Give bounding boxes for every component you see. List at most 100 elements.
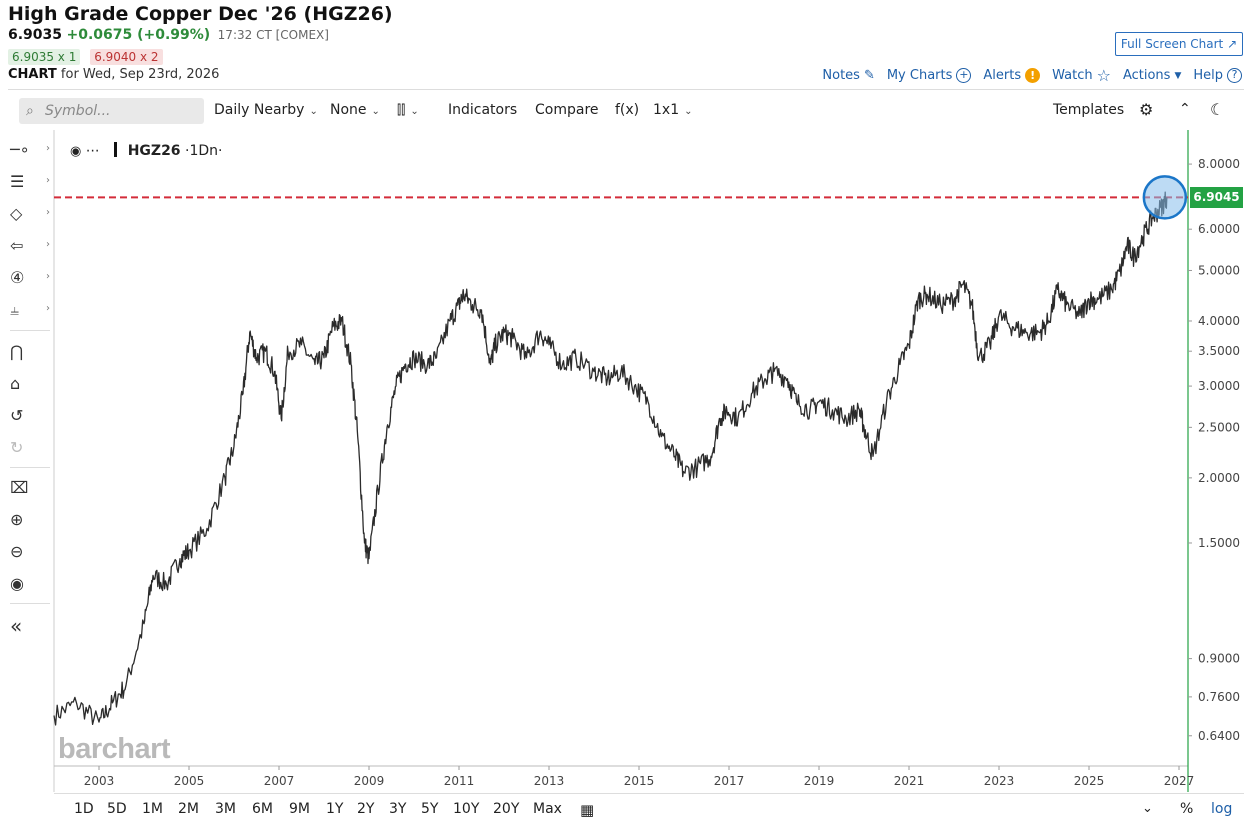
price-change: +0.0675 (+0.99%) [66,27,211,43]
arrow-tool[interactable]: ⇦ › [10,236,50,260]
help-label: Help [1193,68,1223,83]
range-3m[interactable]: 3M [215,801,236,817]
zoom-out-button[interactable]: ⊖ [10,542,46,566]
bid-ask: 6.9035 x 1 6.9040 x 2 [8,49,169,65]
range-10y[interactable]: 10Y [453,801,480,817]
redo-button[interactable]: ↻ [10,438,46,462]
quote-time: 17:32 CT [COMEX] [217,28,329,42]
symbol-search-input[interactable]: ⌕ Symbol... [19,98,204,124]
collapse-up-icon[interactable]: ⌃ [1179,101,1191,117]
alert-icon: ! [1025,68,1041,83]
full-screen-chart-button[interactable]: Full Screen Chart ↗ [1115,32,1243,56]
templates-button[interactable]: Templates [1053,102,1125,118]
x-tick-label: 2019 [804,774,835,788]
y-tick-label: 0.9000 [1198,652,1240,666]
delete-button[interactable]: ⌧ [10,478,46,502]
legend-interval: ·1Dn· [185,143,223,159]
range-1d[interactable]: 1D [74,801,94,817]
layout-dropdown[interactable]: 1x1 ⌄ [653,102,693,118]
fib-list-icon: ☰ [10,172,25,191]
actions-menu[interactable]: Actions ▼ [1123,68,1181,83]
percent-scale-button[interactable]: % [1180,801,1194,817]
visibility-button[interactable]: ◉ [10,574,46,598]
chart-date: for Wed, Sep 23rd, 2026 [60,67,220,82]
overlay-dropdown[interactable]: None ⌄ [330,102,380,118]
star-icon: ☆ [1096,66,1111,85]
chart-date-label: CHART for Wed, Sep 23rd, 2026 [8,67,219,82]
range-max[interactable]: Max [533,801,562,817]
magnet-tool[interactable]: ⋂ [10,342,46,366]
more-dots-icon[interactable]: ⋯ [85,143,100,159]
undo-button[interactable]: ↺ [10,406,46,430]
alerts-link[interactable]: Alerts! [983,68,1041,83]
chevron-right-icon: › [46,207,50,218]
chevron-right-icon: › [46,239,50,250]
my-charts-link[interactable]: My Charts + [887,68,972,83]
range-20y[interactable]: 20Y [493,801,520,817]
price-tag: 6.9045 [1190,187,1243,209]
indicators-button[interactable]: Indicators [448,102,518,118]
trash-icon: ⌧ [10,478,29,497]
plus-icon: + [956,68,972,83]
collapse-sidebar-button[interactable]: « [10,614,46,638]
overlay-label: None [330,102,367,118]
range-9m[interactable]: 9M [289,801,310,817]
compare-button[interactable]: Compare [535,102,599,118]
notes-link[interactable]: Notes ✎ [822,68,874,83]
range-2y[interactable]: 2Y [357,801,375,817]
double-chevron-down-icon[interactable]: ⌄ [1142,801,1153,816]
undo-icon: ↺ [10,406,24,425]
dark-mode-moon-icon[interactable]: ☾ [1210,100,1225,119]
eye-icon[interactable]: ◉ [70,144,82,159]
watch-label: Watch [1052,68,1093,83]
question-icon: ? [1227,68,1242,83]
shape-tool[interactable]: ◇ › [10,204,50,228]
settings-gear-icon[interactable]: ⚙ [1139,100,1154,119]
y-tick-label: 3.0000 [1198,379,1240,393]
help-link[interactable]: Help? [1193,68,1242,83]
measure-tool[interactable]: ⫨ › [10,300,50,324]
range-6m[interactable]: 6M [252,801,273,817]
shape-diamond-icon: ◇ [10,204,23,223]
y-tick-label: 8.0000 [1198,157,1240,171]
y-tick-label: 5.0000 [1198,263,1240,277]
calendar-icon[interactable]: ▦ [580,801,595,819]
search-icon: ⌕ [26,103,34,119]
y-tick-label: 3.5000 [1198,344,1240,358]
lock-tool[interactable]: ⌂ [10,374,46,398]
period-label: Daily Nearby [214,102,305,118]
chart-label: CHART [8,67,57,82]
actions-label: Actions [1122,68,1171,83]
watch-link[interactable]: Watch ☆ [1052,66,1111,85]
x-tick-label: 2009 [354,774,385,788]
range-5y[interactable]: 5Y [421,801,439,817]
chevron-right-icon: › [46,303,50,314]
period-dropdown[interactable]: Daily Nearby ⌄ [214,102,318,118]
line-tool[interactable]: ─∘ › [10,140,50,164]
page-title: High Grade Copper Dec '26 (HGZ26) [8,3,393,25]
x-tick-label: 2023 [984,774,1015,788]
fibonacci-tool[interactable]: ☰ › [10,172,50,196]
chevron-right-icon: › [46,175,50,186]
barchart-watermark: barchart [58,733,171,765]
range-3y[interactable]: 3Y [389,801,407,817]
zoom-in-button[interactable]: ⊕ [10,510,46,534]
x-tick-label: 2007 [264,774,295,788]
fx-button[interactable]: f(x) [615,102,640,118]
y-tick-label: 2.0000 [1198,471,1240,485]
eye-icon: ◉ [10,574,24,593]
x-tick-label: 2015 [624,774,655,788]
tool-divider [10,467,50,468]
chart-type-dropdown[interactable]: ⫿⫿ ⌄ [397,102,419,118]
range-1y[interactable]: 1Y [326,801,344,817]
chart-legend: ◉ ⋯ HGZ26 ·1Dn· [70,142,222,159]
range-1m[interactable]: 1M [142,801,163,817]
zoom-out-icon: ⊖ [10,542,24,561]
x-tick-label: 2027 [1164,774,1195,788]
range-5d[interactable]: 5D [107,801,127,817]
annotation-tool[interactable]: ④ › [10,268,50,292]
range-2m[interactable]: 2M [178,801,199,817]
log-scale-button[interactable]: log [1211,801,1233,817]
caret-down-icon: ▼ [1174,70,1182,81]
